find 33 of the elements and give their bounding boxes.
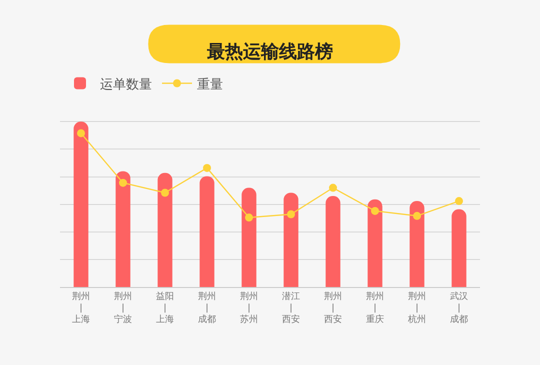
- bar: [74, 122, 88, 287]
- x-tick-label: 荆州 | 宁波: [114, 290, 132, 326]
- x-tick-label: 潜江 | 西安: [282, 290, 300, 326]
- x-tick-label: 荆州 | 上海: [72, 290, 90, 326]
- point: [77, 129, 85, 138]
- bar: [242, 188, 256, 287]
- bar: [326, 196, 340, 287]
- point: [203, 164, 211, 172]
- point: [455, 197, 463, 206]
- bar: [200, 176, 214, 287]
- x-tick-label: 武汉 | 成都: [450, 290, 468, 326]
- bar: [452, 209, 466, 287]
- point: [413, 212, 421, 220]
- bar: [284, 192, 298, 287]
- legend-label: 运单数量: [100, 77, 152, 92]
- point: [287, 210, 295, 218]
- x-tick-label: 荆州 | 成都: [198, 290, 216, 326]
- bar: [116, 171, 130, 287]
- x-tick-label: 荆州 | 杭州: [407, 290, 426, 326]
- x-tick-label: 益阳 | 上海: [156, 290, 174, 326]
- bar: [158, 172, 172, 287]
- point: [329, 184, 337, 192]
- point: [119, 178, 127, 187]
- point: [161, 188, 169, 197]
- bar: [368, 199, 382, 287]
- legend-label: 重量: [197, 77, 223, 92]
- point: [245, 214, 253, 222]
- x-tick-label: 荆州 | 重庆: [366, 290, 384, 326]
- x-tick-label: 荆州 | 西安: [324, 290, 342, 326]
- chart-title: 最热运输线路榜: [206, 41, 333, 62]
- point: [371, 206, 379, 215]
- x-tick-label: 荆州 | 苏州: [240, 290, 258, 326]
- bar: [410, 201, 424, 287]
